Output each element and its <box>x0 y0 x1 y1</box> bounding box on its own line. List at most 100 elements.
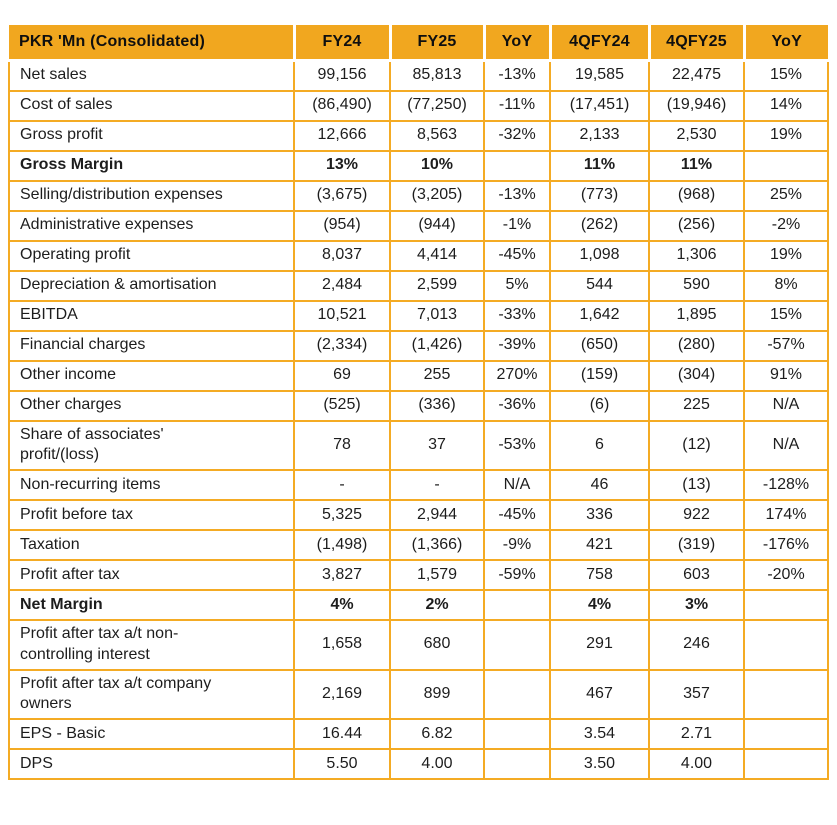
cell-yoy: 270% <box>483 359 551 392</box>
cell-q4fy24: 1,642 <box>549 299 650 332</box>
cell-yoy_q <box>743 589 829 622</box>
cell-yoy: -33% <box>483 299 551 332</box>
column-header-fy24: FY24 <box>292 25 390 62</box>
cell-q4fy25: 1,895 <box>648 299 745 332</box>
cell-yoy <box>483 668 551 721</box>
row-label: Profit after tax a/t non- controlling in… <box>8 619 295 671</box>
cell-yoy: -13% <box>483 179 551 212</box>
cell-q4fy24: 336 <box>549 499 650 532</box>
cell-fy24: 99,156 <box>293 59 391 92</box>
cell-fy24: (2,334) <box>293 329 391 362</box>
cell-yoy_q <box>743 149 829 182</box>
cell-fy25: 10% <box>389 149 485 182</box>
cell-yoy: -32% <box>483 119 551 152</box>
cell-q4fy24: 46 <box>549 469 650 502</box>
cell-yoy_q: 174% <box>743 499 829 532</box>
cell-q4fy25: 590 <box>648 269 745 302</box>
cell-fy25: 7,013 <box>389 299 485 332</box>
cell-yoy_q: N/A <box>743 419 829 472</box>
column-header-yoy: YoY <box>482 25 550 62</box>
cell-yoy: -11% <box>483 89 551 122</box>
cell-fy24: 16.44 <box>293 718 391 751</box>
cell-yoy <box>483 748 551 781</box>
cell-q4fy25: 922 <box>648 499 745 532</box>
cell-q4fy25: 1,306 <box>648 239 745 272</box>
cell-q4fy24: 11% <box>549 149 650 182</box>
cell-q4fy24: 19,585 <box>549 59 650 92</box>
cell-fy24: (3,675) <box>293 179 391 212</box>
cell-fy25: 1,579 <box>389 559 485 592</box>
cell-fy25: (1,426) <box>389 329 485 362</box>
row-label: Selling/distribution expenses <box>8 179 295 212</box>
row-label: Taxation <box>8 529 295 562</box>
table-row: Other income 69 255 270% (159) (304) 91% <box>8 359 829 392</box>
cell-yoy_q: -57% <box>743 329 829 362</box>
cell-yoy_q: 25% <box>743 179 829 212</box>
column-header-label: PKR 'Mn (Consolidated) <box>9 25 294 62</box>
column-header-q4fy25: 4QFY25 <box>647 25 744 62</box>
cell-fy24: 3,827 <box>293 559 391 592</box>
cell-yoy: N/A <box>483 469 551 502</box>
table-row: Other charges (525) (336) -36% (6) 225 N/A <box>8 389 829 422</box>
cell-yoy_q: 14% <box>743 89 829 122</box>
cell-q4fy24: 544 <box>549 269 650 302</box>
cell-fy25: 8,563 <box>389 119 485 152</box>
cell-fy25: 2,599 <box>389 269 485 302</box>
table-row: Operating profit 8,037 4,414 -45% 1,098 1,306… <box>8 239 829 272</box>
cell-q4fy25: (968) <box>648 179 745 212</box>
table-row: Profit after tax 3,827 1,579 -59% 758 603 -20% <box>8 559 829 592</box>
cell-yoy_q: -2% <box>743 209 829 242</box>
cell-fy24: 8,037 <box>293 239 391 272</box>
cell-fy24: 12,666 <box>293 119 391 152</box>
cell-q4fy25: 4.00 <box>648 748 745 781</box>
cell-fy25: 85,813 <box>389 59 485 92</box>
row-label: Share of associates' profit/(loss) <box>8 419 295 472</box>
cell-yoy_q <box>743 668 829 721</box>
cell-fy25: (944) <box>389 209 485 242</box>
cell-fy24: 1,658 <box>293 619 391 671</box>
cell-q4fy24: 1,098 <box>549 239 650 272</box>
cell-fy24: (954) <box>293 209 391 242</box>
row-label: Profit after tax <box>8 559 295 592</box>
cell-yoy <box>483 619 551 671</box>
cell-yoy: -9% <box>483 529 551 562</box>
table-row: Cost of sales (86,490) (77,250) -11% (17,451… <box>8 89 829 122</box>
cell-fy25: - <box>389 469 485 502</box>
table-row: EBITDA 10,521 7,013 -33% 1,642 1,895 15% <box>8 299 829 332</box>
cell-yoy_q: 15% <box>743 59 829 92</box>
row-label: Profit before tax <box>8 499 295 532</box>
row-label: Net Margin <box>8 589 295 622</box>
cell-yoy_q: 15% <box>743 299 829 332</box>
cell-q4fy25: 2.71 <box>648 718 745 751</box>
cell-fy25: 6.82 <box>389 718 485 751</box>
cell-q4fy25: 246 <box>648 619 745 671</box>
cell-q4fy25: 225 <box>648 389 745 422</box>
cell-fy24: 5,325 <box>293 499 391 532</box>
header-row: PKR 'Mn (Consolidated) FY24 FY25 YoY 4QFY24 4… <box>9 25 828 62</box>
table-body: Net sales 99,156 85,813 -13% 19,585 22,475 15%… <box>8 59 829 781</box>
cell-fy25: 4,414 <box>389 239 485 272</box>
cell-yoy: -39% <box>483 329 551 362</box>
cell-q4fy24: 291 <box>549 619 650 671</box>
cell-fy25: 255 <box>389 359 485 392</box>
cell-yoy: -59% <box>483 559 551 592</box>
row-label: Cost of sales <box>8 89 295 122</box>
cell-fy24: 5.50 <box>293 748 391 781</box>
cell-fy24: (525) <box>293 389 391 422</box>
table-row: Profit after tax a/t company owners 2,169… <box>8 668 829 721</box>
table-row: Net Margin 4% 2% 4% 3% <box>8 589 829 622</box>
column-header-q4fy24: 4QFY24 <box>548 25 649 62</box>
row-label: Gross Margin <box>8 149 295 182</box>
cell-q4fy24: 758 <box>549 559 650 592</box>
cell-fy25: (1,366) <box>389 529 485 562</box>
cell-q4fy24: 467 <box>549 668 650 721</box>
table-row: Depreciation & amortisation 2,484 2,599 5% 5… <box>8 269 829 302</box>
cell-fy24: 13% <box>293 149 391 182</box>
cell-fy24: (1,498) <box>293 529 391 562</box>
cell-yoy <box>483 718 551 751</box>
table-header: PKR 'Mn (Consolidated) FY24 FY25 YoY 4QFY24 4… <box>9 25 828 62</box>
row-label: EPS - Basic <box>8 718 295 751</box>
row-label: Non-recurring items <box>8 469 295 502</box>
cell-q4fy24: 3.50 <box>549 748 650 781</box>
